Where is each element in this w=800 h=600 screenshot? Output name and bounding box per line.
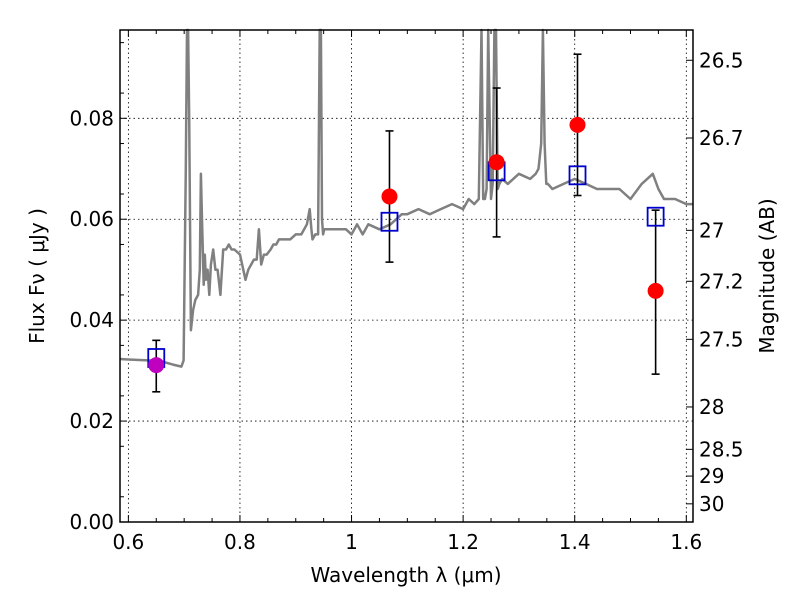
plot-frame xyxy=(119,29,694,523)
right-tick-label: 27.5 xyxy=(699,327,744,351)
observed-point xyxy=(569,116,586,133)
observed-point xyxy=(647,282,664,299)
grid-lines xyxy=(120,30,693,522)
right-tick-label: 30 xyxy=(699,492,724,516)
right-tick-label: 27.2 xyxy=(699,269,744,293)
series-layer xyxy=(119,28,693,393)
model-point xyxy=(568,165,587,186)
x-tick-label: 1.2 xyxy=(447,530,479,554)
observed-point-special xyxy=(148,357,165,374)
model-point xyxy=(646,206,665,227)
y-tick-label: 0.04 xyxy=(69,308,114,332)
x-axis-label: Wavelength λ (μm) xyxy=(310,563,501,587)
y-tick-label: 0.00 xyxy=(69,510,114,534)
right-axis-label: Magnitude (AB) xyxy=(755,198,779,353)
ticks-layer: 0.6 0.8 1 1.2 1.4 1.6 0.00 0.02 0.04 0.06 0.08 26.5… xyxy=(69,30,744,554)
y-tick-label: 0.08 xyxy=(69,106,114,130)
y-tick-label: 0.02 xyxy=(69,409,114,433)
right-tick-label: 29 xyxy=(699,464,724,488)
right-tick-label: 27 xyxy=(699,218,724,242)
y-axis-label: Flux Fν ( μJy ) xyxy=(25,208,49,344)
observed-point xyxy=(488,154,505,171)
y-tick-label: 0.06 xyxy=(69,207,114,231)
right-tick-label: 26.5 xyxy=(699,48,744,72)
model-point xyxy=(380,211,399,232)
spectrum-line xyxy=(119,28,693,368)
x-tick-label: 1.6 xyxy=(670,530,702,554)
x-tick-label: 0.8 xyxy=(224,530,256,554)
right-tick-label: 26.7 xyxy=(699,126,744,150)
observed-point xyxy=(381,188,398,205)
x-tick-label: 1 xyxy=(345,530,358,554)
x-tick-label: 0.6 xyxy=(112,530,144,554)
x-tick-label: 1.4 xyxy=(559,530,591,554)
right-tick-label: 28 xyxy=(699,395,724,419)
right-tick-label: 28.5 xyxy=(699,437,744,461)
